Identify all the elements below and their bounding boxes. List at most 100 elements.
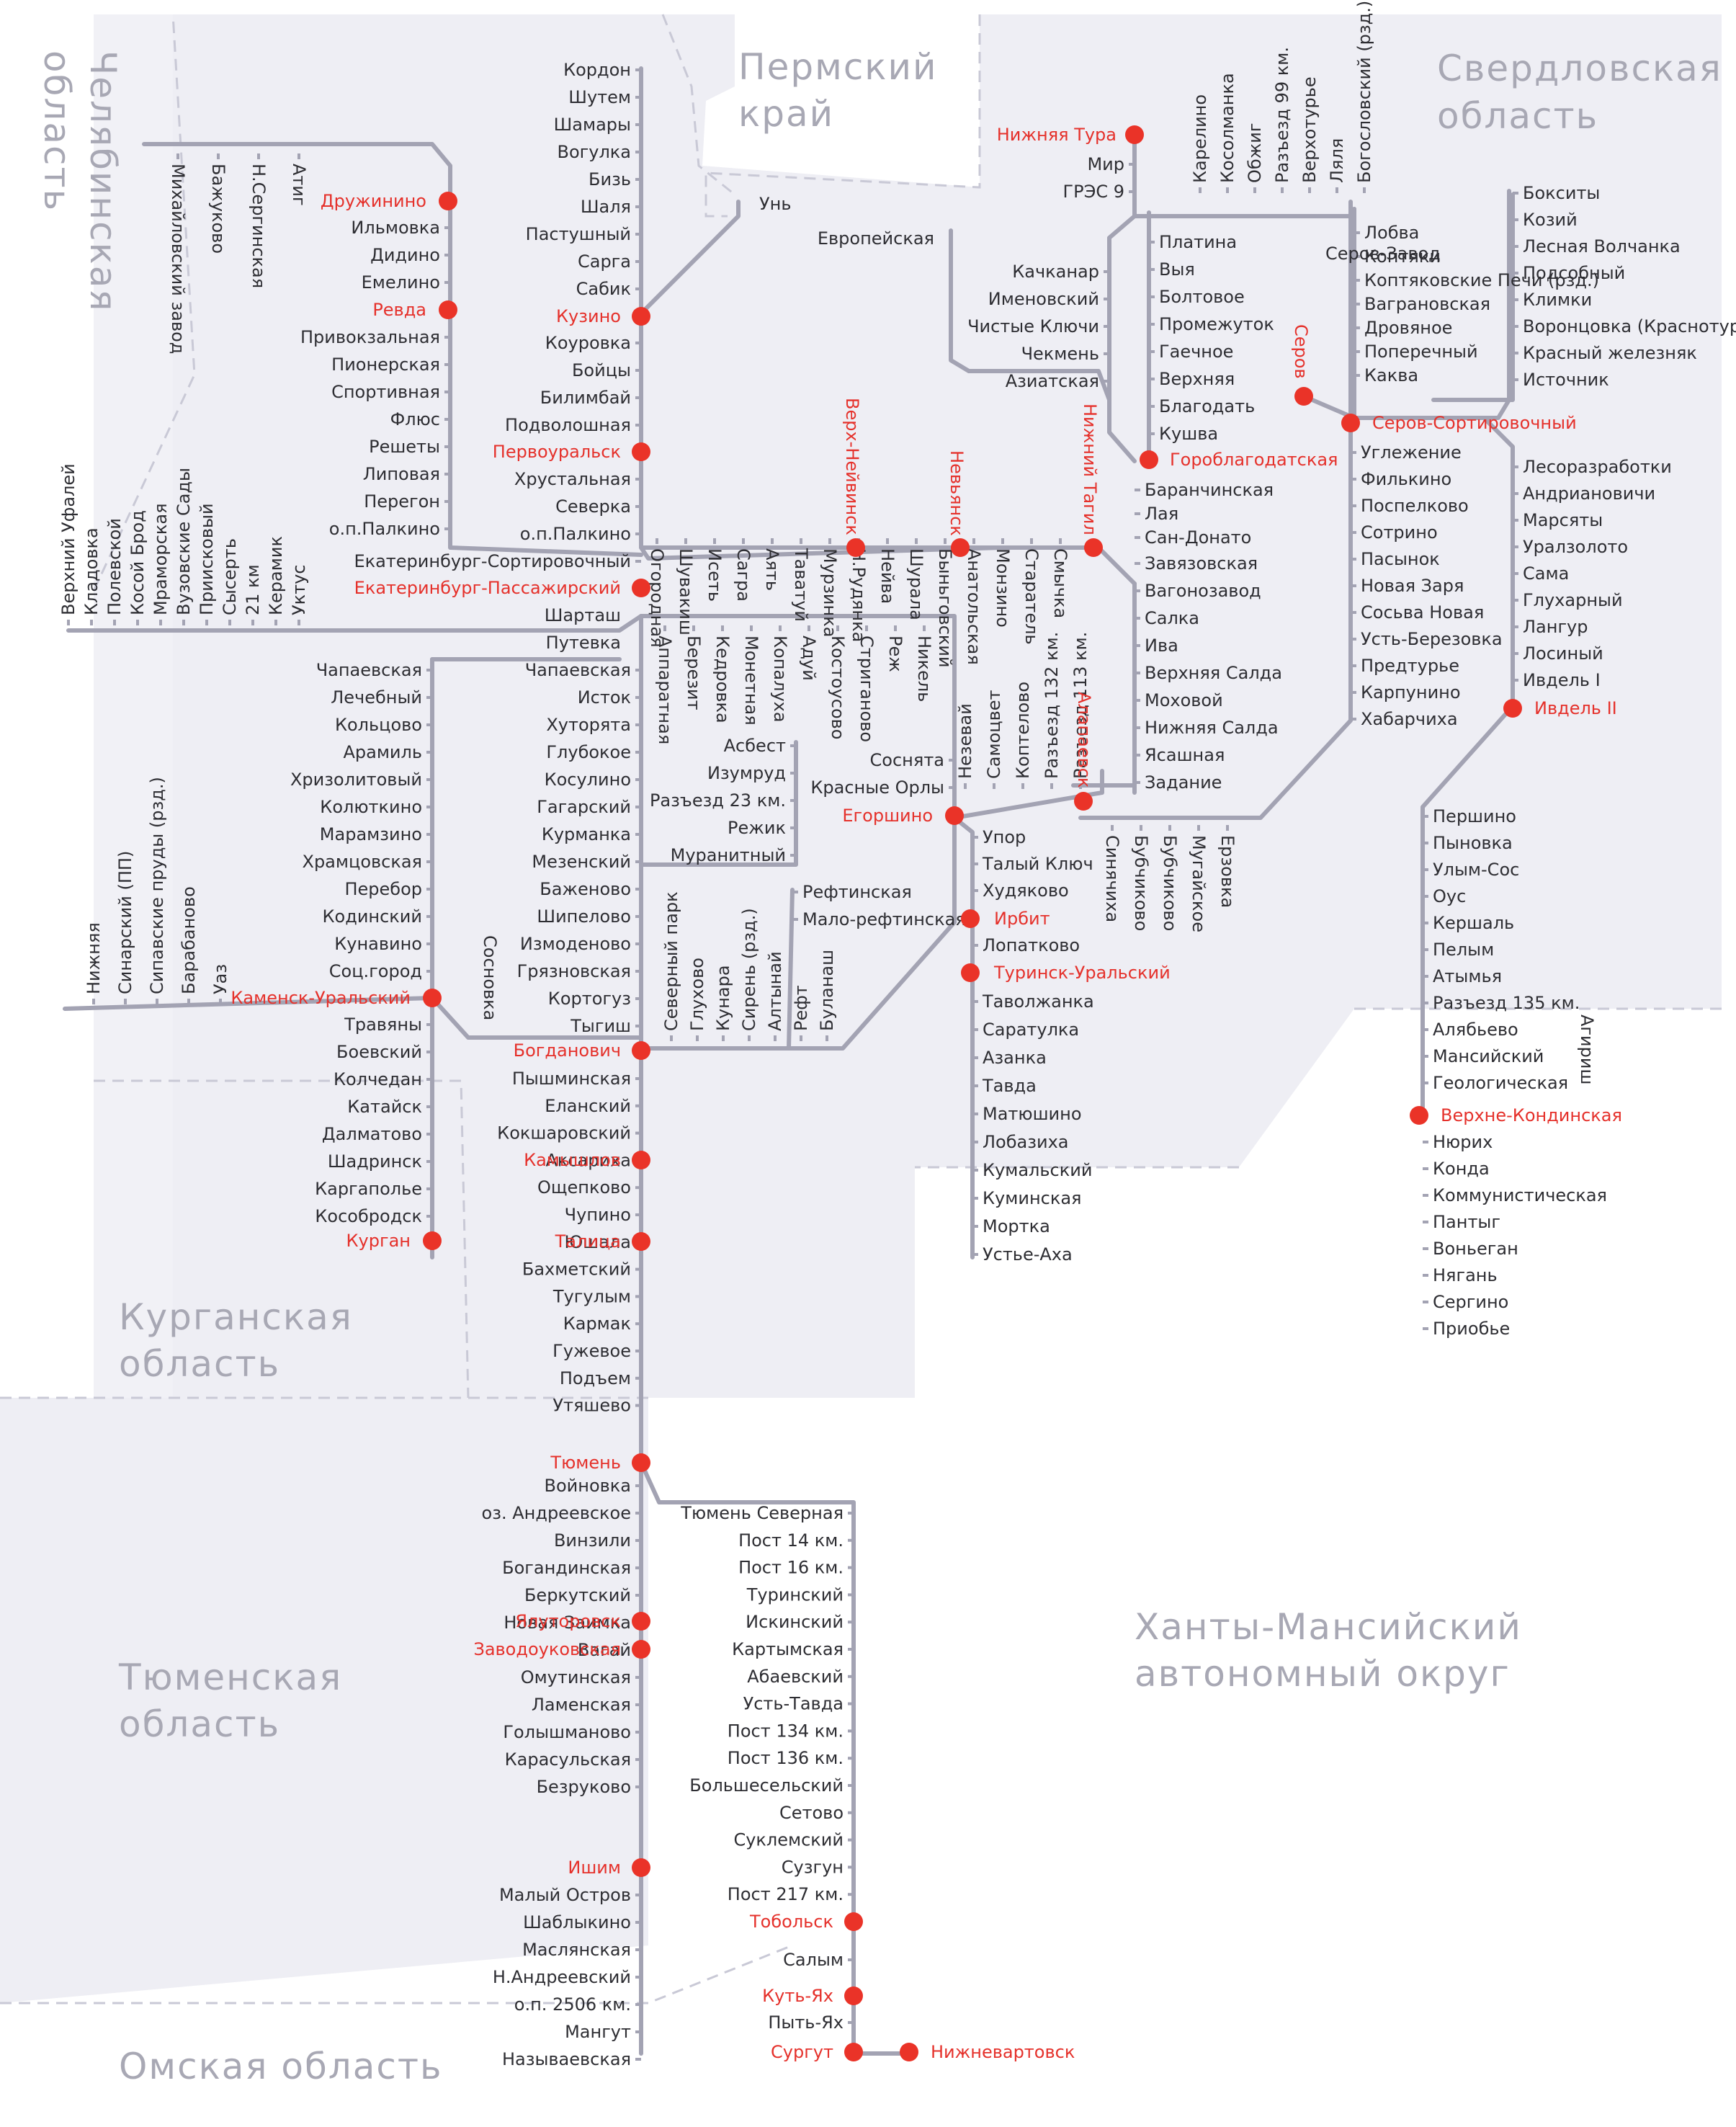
region-chelyabinsk-line1: Челябинская	[82, 50, 124, 313]
hub-dot-druzhinino[interactable]	[439, 192, 457, 210]
hub-dot-tobolsk[interactable]	[844, 1912, 863, 1931]
station-label: Буланаш	[817, 950, 837, 1031]
station-label: Шурала	[906, 548, 926, 620]
station-label: Копалуха	[770, 636, 790, 723]
hub-dot-alapaevsk[interactable]	[1074, 792, 1093, 811]
hub-label-tyumen: Тюмень	[550, 1453, 621, 1473]
hub-dot-kamyshlov[interactable]	[632, 1151, 650, 1169]
hub-dot-verkh_neyvinsk[interactable]	[846, 538, 865, 557]
station-label: Пасынок	[1361, 549, 1440, 569]
station-label: Алтынай	[765, 951, 785, 1031]
station-label: Коммунистическая	[1433, 1185, 1607, 1205]
station-label: Гагарский	[537, 797, 631, 817]
hub-dot-irbit[interactable]	[961, 909, 980, 928]
station-label: Нижняя	[84, 922, 104, 994]
hub-dot-bogdanovich[interactable]	[632, 1041, 650, 1060]
station-label: Измоденово	[520, 934, 631, 954]
station-label: Обжиг	[1245, 122, 1265, 183]
hub-dot-ivdel[interactable]	[1503, 699, 1522, 718]
hub-dot-talitsa[interactable]	[632, 1232, 650, 1251]
station-label: Шаблыкино	[523, 1912, 631, 1932]
station-label: Исток	[578, 687, 631, 708]
hub-label-kuzino: Кузино	[556, 306, 621, 326]
station-label: Войновка	[545, 1476, 631, 1496]
station-label: Беркутский	[524, 1585, 631, 1605]
station-label: Саратулка	[983, 1020, 1079, 1040]
station-label: Атымья	[1433, 966, 1502, 986]
station-label: Курманка	[542, 824, 631, 844]
station-label: Кольцово	[335, 715, 422, 735]
hub-dot-kut_yakh[interactable]	[844, 1986, 863, 2005]
station-label: Сузгун	[782, 1857, 844, 1877]
station-label: Агириш	[1577, 1015, 1597, 1084]
region-omsk: Омская область	[119, 2046, 442, 2087]
hub-dot-tyumen[interactable]	[632, 1453, 650, 1472]
station-label: Далматово	[322, 1124, 422, 1144]
station-label: Ильмовка	[351, 218, 440, 238]
region-khmao-line1: Ханты-Мансийский	[1135, 1606, 1522, 1648]
station-label: Углежение	[1361, 442, 1462, 463]
station-label: Шарташ	[545, 605, 621, 625]
hub-dot-kuzino[interactable]	[632, 307, 650, 326]
hub-dot-yalutorovsk[interactable]	[632, 1612, 650, 1631]
station-label: Чапаевская	[525, 660, 631, 680]
hub-dot-pervouralsk[interactable]	[632, 442, 650, 461]
station-label: Поспелково	[1361, 496, 1469, 516]
station-label: Бахметский	[522, 1259, 631, 1280]
station-label: Андриановичи	[1523, 483, 1655, 504]
station-label: Большесельский	[689, 1775, 844, 1796]
station-label: Сергино	[1433, 1292, 1508, 1312]
station-label: Сосновка	[480, 935, 500, 1020]
hub-dot-zavodoukovskaya[interactable]	[632, 1640, 650, 1659]
region-khmao-line2: автономный округ	[1135, 1653, 1511, 1695]
station-label: Никель	[914, 636, 934, 702]
station-label: Режик	[728, 818, 786, 838]
hub-dot-serov_sort[interactable]	[1341, 414, 1360, 432]
hub-dot-ekb[interactable]	[632, 579, 650, 597]
hub-dot-egorshino[interactable]	[945, 806, 964, 825]
station-label: Привокзальная	[300, 327, 440, 347]
station-label: Воронцовка (Краснотурьинская)	[1523, 316, 1736, 336]
station-label: Кунара	[713, 965, 733, 1031]
hub-dot-ishim[interactable]	[632, 1858, 650, 1877]
hub-dot-kurgan[interactable]	[423, 1231, 442, 1250]
station-label: Аксариха	[545, 1150, 631, 1170]
hub-label-kamyshlov: Камышлов	[524, 1150, 621, 1170]
station-label: Лечебный	[331, 687, 422, 708]
station-label: Кокшаровский	[497, 1123, 631, 1143]
hub-dot-turinsk[interactable]	[961, 963, 980, 982]
station-label: Подсобный	[1523, 263, 1625, 283]
station-label: Карелино	[1190, 94, 1210, 183]
station-label: Лосиный	[1523, 643, 1603, 664]
station-label: Утяшево	[552, 1396, 631, 1416]
hub-dot-revda[interactable]	[439, 300, 457, 319]
station-label: Баранчинская	[1145, 480, 1274, 500]
hub-dot-surgut[interactable]	[844, 2043, 863, 2061]
hub-dot-nevyansk[interactable]	[951, 538, 970, 557]
station-label: Бойцы	[572, 360, 631, 380]
hub-dot-nizhnyaya_tura[interactable]	[1125, 125, 1144, 144]
hub-dot-nizhniy_tagil[interactable]	[1084, 538, 1103, 557]
station-label: Еланский	[545, 1096, 631, 1116]
station-label: Пелым	[1433, 940, 1494, 960]
station-label: Каргаполье	[315, 1179, 422, 1199]
station-label: Разъезд 132 км.	[1042, 632, 1062, 779]
hub-dot-serov[interactable]	[1294, 387, 1313, 406]
station-label: Емелино	[362, 272, 440, 293]
hub-markers	[423, 125, 1522, 2061]
station-label: Таволжанка	[982, 991, 1094, 1012]
station-label: Уаз	[210, 964, 231, 994]
station-label: Называевская	[502, 2049, 631, 2069]
region-kurgan-line1: Курганская	[119, 1296, 353, 1338]
station-label: Матюшино	[983, 1104, 1082, 1124]
hub-dot-verkhne_kondinskaya[interactable]	[1410, 1106, 1428, 1125]
station-label: Колюткино	[320, 797, 422, 817]
hub-label-revda: Ревда	[372, 300, 426, 320]
hub-dot-nizhnevartovsk[interactable]	[900, 2043, 918, 2061]
hub-dot-kamensk[interactable]	[423, 989, 442, 1007]
station-label: Адуй	[799, 636, 819, 681]
station-label: Чекмень	[1021, 344, 1099, 364]
station-label: Азанка	[983, 1048, 1047, 1068]
hub-dot-goroblagodatskaya[interactable]	[1140, 450, 1158, 469]
station-label: Екатеринбург-Сортировочный	[354, 551, 631, 571]
